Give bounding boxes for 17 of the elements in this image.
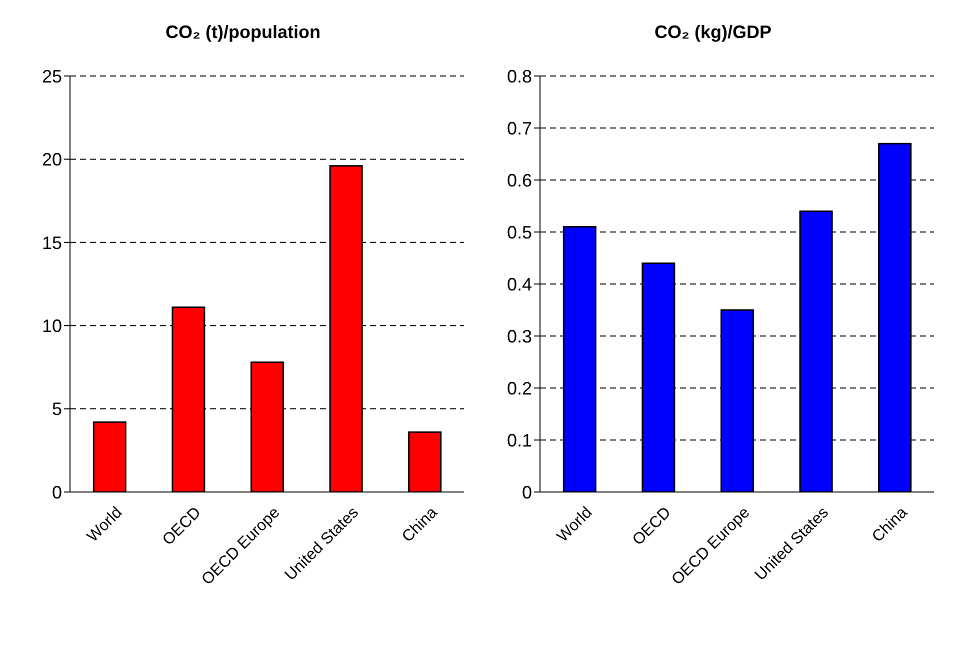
y-tick-label: 0.7 — [506, 118, 532, 138]
y-tick-label: 25 — [42, 66, 62, 86]
y-tick-label: 0.2 — [506, 378, 532, 398]
chart-title: CO₂ (kg)/GDP — [654, 22, 772, 44]
y-tick-label: 0.4 — [506, 274, 532, 294]
y-tick-label: 0.1 — [506, 430, 532, 450]
y-tick-label: 0.8 — [506, 66, 532, 86]
y-tick-label: 0 — [52, 482, 62, 502]
y-tick-label: 0.5 — [506, 222, 532, 242]
chart-title: CO₂ (t)/population — [164, 22, 322, 44]
y-tick-label: 5 — [52, 399, 62, 420]
y-tick-label: 10 — [42, 316, 62, 336]
y-tick-label: 0.3 — [506, 326, 532, 346]
y-tick-label: 20 — [42, 150, 62, 170]
y-tick-label: 0 — [522, 482, 532, 502]
y-tick-label: 0.6 — [506, 170, 532, 190]
y-tick-label: 15 — [42, 232, 62, 253]
